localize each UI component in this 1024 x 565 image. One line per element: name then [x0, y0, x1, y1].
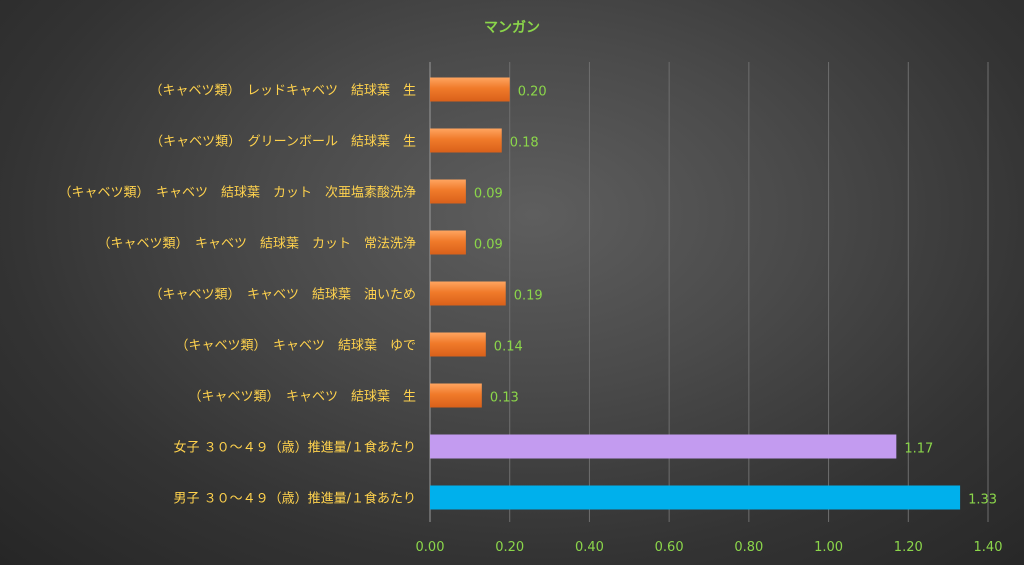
x-tick-label: 1.20: [894, 540, 923, 555]
bar: [430, 434, 897, 459]
category-labels: （キャベツ類） レッドキャベツ 結球葉 生 （キャベツ類） グリーンボール 結球葉…: [58, 84, 416, 507]
value-label: 0.18: [510, 136, 539, 151]
bar: [430, 281, 506, 306]
value-label: 1.33: [968, 493, 997, 508]
bar: [430, 230, 466, 255]
chart-title: マンガン: [484, 20, 540, 36]
category-label: （キャベツ類） キャベツ 結球葉 ゆで: [175, 339, 416, 354]
category-label: （キャベツ類） キャベツ 結球葉 カット 常法洗浄: [97, 237, 416, 252]
x-axis-ticks: 0.00 0.20 0.40 0.60 0.80 1.00 1.20 1.40: [416, 540, 1003, 555]
value-labels: 0.20 0.18 0.09 0.09 0.19 0.14 0.13 1.17 1.33: [474, 85, 997, 508]
bar: [430, 128, 502, 153]
value-label: 0.09: [474, 238, 503, 253]
x-tick-label: 1.40: [974, 540, 1003, 555]
bar: [430, 77, 510, 102]
bar: [430, 332, 486, 357]
x-tick-label: 1.00: [814, 540, 843, 555]
category-label: 女子 ３０～４９（歳）推進量/１食あたり: [173, 440, 416, 456]
x-tick-label: 0.40: [575, 540, 604, 555]
value-label: 0.09: [474, 187, 503, 202]
bar: [430, 485, 961, 510]
bar: [430, 179, 466, 204]
x-tick-label: 0.60: [655, 540, 684, 555]
value-label: 0.19: [514, 289, 543, 304]
value-label: 0.20: [518, 85, 547, 100]
bars: [430, 77, 961, 510]
x-tick-label: 0.20: [495, 540, 524, 555]
category-label: （キャベツ類） キャベツ 結球葉 油いため: [149, 288, 416, 303]
bar: [430, 383, 482, 408]
value-label: 0.14: [494, 340, 523, 355]
x-tick-label: 0.80: [734, 540, 763, 555]
x-tick-label: 0.00: [416, 540, 445, 555]
value-label: 1.17: [904, 442, 933, 457]
category-label: （キャベツ類） キャベツ 結球葉 カット 次亜塩素酸洗浄: [58, 185, 416, 201]
category-label: （キャベツ類） グリーンボール 結球葉 生: [150, 135, 416, 150]
category-label: （キャベツ類） キャベツ 結球葉 生: [188, 390, 416, 405]
category-label: 男子 ３０～４９（歳）推進量/１食あたり: [173, 491, 416, 507]
category-label: （キャベツ類） レッドキャベツ 結球葉 生: [149, 84, 416, 99]
value-label: 0.13: [490, 391, 519, 406]
